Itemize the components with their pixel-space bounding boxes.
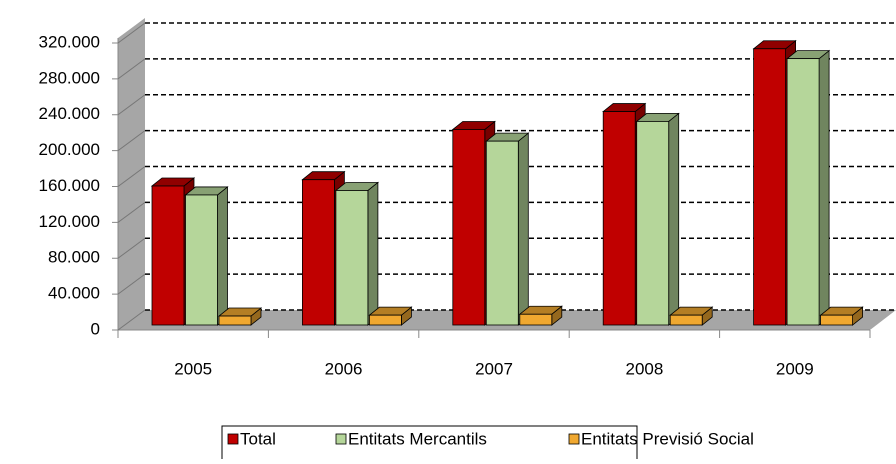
bar [184,186,229,326]
side-wall [118,18,145,330]
grid-line-side [117,94,146,116]
grid-line-side [117,309,146,331]
y-tick-label: 80.000 [48,248,100,267]
y-tick-label: 160.000 [39,176,100,195]
grid-line-side [117,130,146,152]
bar-front [335,190,369,326]
bar-front [669,314,703,326]
bar [819,306,864,326]
bar [485,132,530,326]
bar-front [820,314,853,326]
x-tick-label: 2008 [625,359,663,378]
grid-line-side [117,273,146,295]
legend-label: Entitats Previsió Social [581,429,754,448]
bar [368,306,413,326]
bar-side [668,112,680,326]
y-tick-label: 280.000 [39,68,100,87]
grid-line-side [117,22,146,44]
bar [518,305,563,326]
bar-front [452,129,486,326]
bar-front [753,48,786,326]
bar-front [151,185,185,326]
y-tick-label: 240.000 [39,104,100,123]
x-tick-label: 2009 [776,359,814,378]
y-tick-label: 0 [91,319,100,338]
bar-front [485,140,519,326]
y-tick-label: 200.000 [39,140,100,159]
bar-front [602,111,636,326]
bar [785,49,831,326]
bar-front [218,315,252,326]
bar-front [185,194,218,326]
grid-line-side [117,201,146,223]
legend-swatch [335,433,347,445]
x-tick-label: 2007 [475,359,513,378]
bar-side [367,181,379,326]
bar-side [818,49,830,326]
bar-front [786,58,820,326]
bar-front [301,179,335,326]
bar [669,306,714,326]
bar-side [517,132,529,326]
y-tick-label: 40.000 [48,284,100,303]
y-tick-label: 320.000 [39,32,100,51]
bar-front [636,121,670,326]
bar [635,112,680,326]
legend-swatch [227,433,239,445]
bar-front [519,313,553,326]
bar-side [217,186,228,326]
bar [334,181,380,326]
grid-line-side [117,58,146,80]
grid-line-side [117,237,146,259]
bar [217,307,263,326]
grid-line-side [117,166,146,187]
legend-label: Entitats Mercantils [348,429,487,448]
y-tick-label: 120.000 [39,212,100,231]
legend-swatch [568,433,580,445]
x-tick-label: 2005 [174,359,212,378]
x-tick-label: 2006 [325,359,363,378]
legend-label: Total [240,429,276,448]
legend [221,425,638,464]
bar-front [368,314,402,326]
